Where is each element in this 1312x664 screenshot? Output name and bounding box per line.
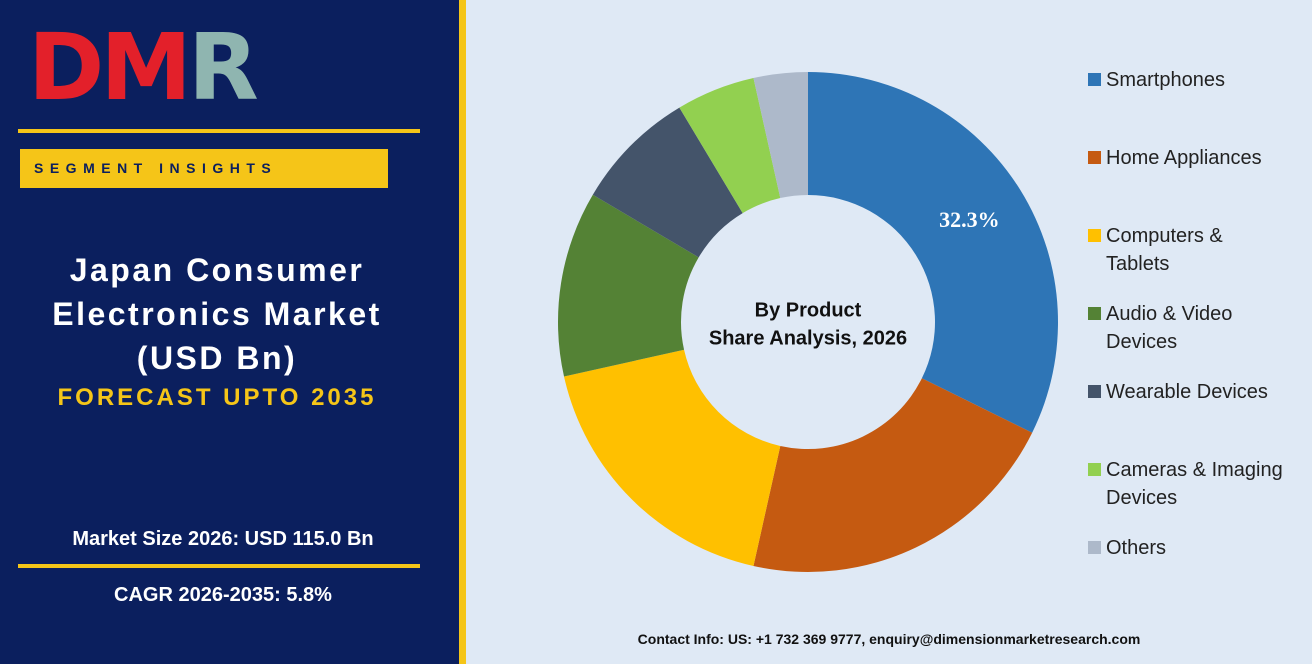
- rule: [18, 564, 420, 568]
- rule: [18, 129, 420, 133]
- legend-swatch: [1088, 385, 1101, 398]
- subtitle: FORECAST UPTO 2035: [57, 384, 377, 411]
- logo: DMR: [28, 22, 259, 114]
- segment-tag: SEGMENT INSIGHTS: [20, 149, 388, 188]
- contact-info: Contact Info: US: +1 732 369 9777, enqui…: [637, 631, 1141, 647]
- cagr: CAGR 2026-2035: 5.8%: [114, 584, 332, 606]
- legend-swatch: [1088, 307, 1101, 320]
- legend-swatch: [1088, 73, 1101, 86]
- center-label: By Product: [755, 299, 862, 321]
- legend-label: Smartphones: [1106, 69, 1225, 91]
- legend-label: Computers & Tablets: [1106, 225, 1223, 275]
- legend-swatch: [1088, 229, 1101, 242]
- donut-slice: [808, 72, 1058, 433]
- logo-letter: M: [100, 14, 192, 121]
- legend-label: Home Appliances: [1106, 147, 1262, 169]
- title-line: Japan Consumer: [69, 252, 365, 288]
- donut-slice: [679, 78, 781, 214]
- logo-letter: R: [187, 14, 259, 121]
- legend-label: Cameras & Imaging Devices: [1106, 459, 1283, 509]
- legend-label: Audio & Video Devices: [1106, 303, 1233, 353]
- donut-slice: [564, 349, 781, 566]
- title-line: Electronics Market: [52, 296, 382, 332]
- legend-swatch: [1088, 151, 1101, 164]
- legend-swatch: [1088, 463, 1101, 476]
- market-size: Market Size 2026: USD 115.0 Bn: [72, 528, 374, 550]
- donut-slice: [753, 378, 1033, 572]
- title-line: (USD Bn): [136, 340, 298, 376]
- divider: [459, 0, 466, 664]
- donut-slice: [558, 194, 699, 377]
- legend-swatch: [1088, 541, 1101, 554]
- logo-letter: D: [28, 14, 104, 121]
- left-panel: [0, 0, 459, 664]
- donut-slice: [592, 107, 743, 258]
- donut-slice: [753, 72, 808, 199]
- legend-label: Wearable Devices: [1106, 381, 1268, 403]
- data-label: 32.3%: [939, 207, 1000, 232]
- legend-label: Others: [1106, 537, 1167, 559]
- center-label: Share Analysis, 2026: [709, 327, 907, 349]
